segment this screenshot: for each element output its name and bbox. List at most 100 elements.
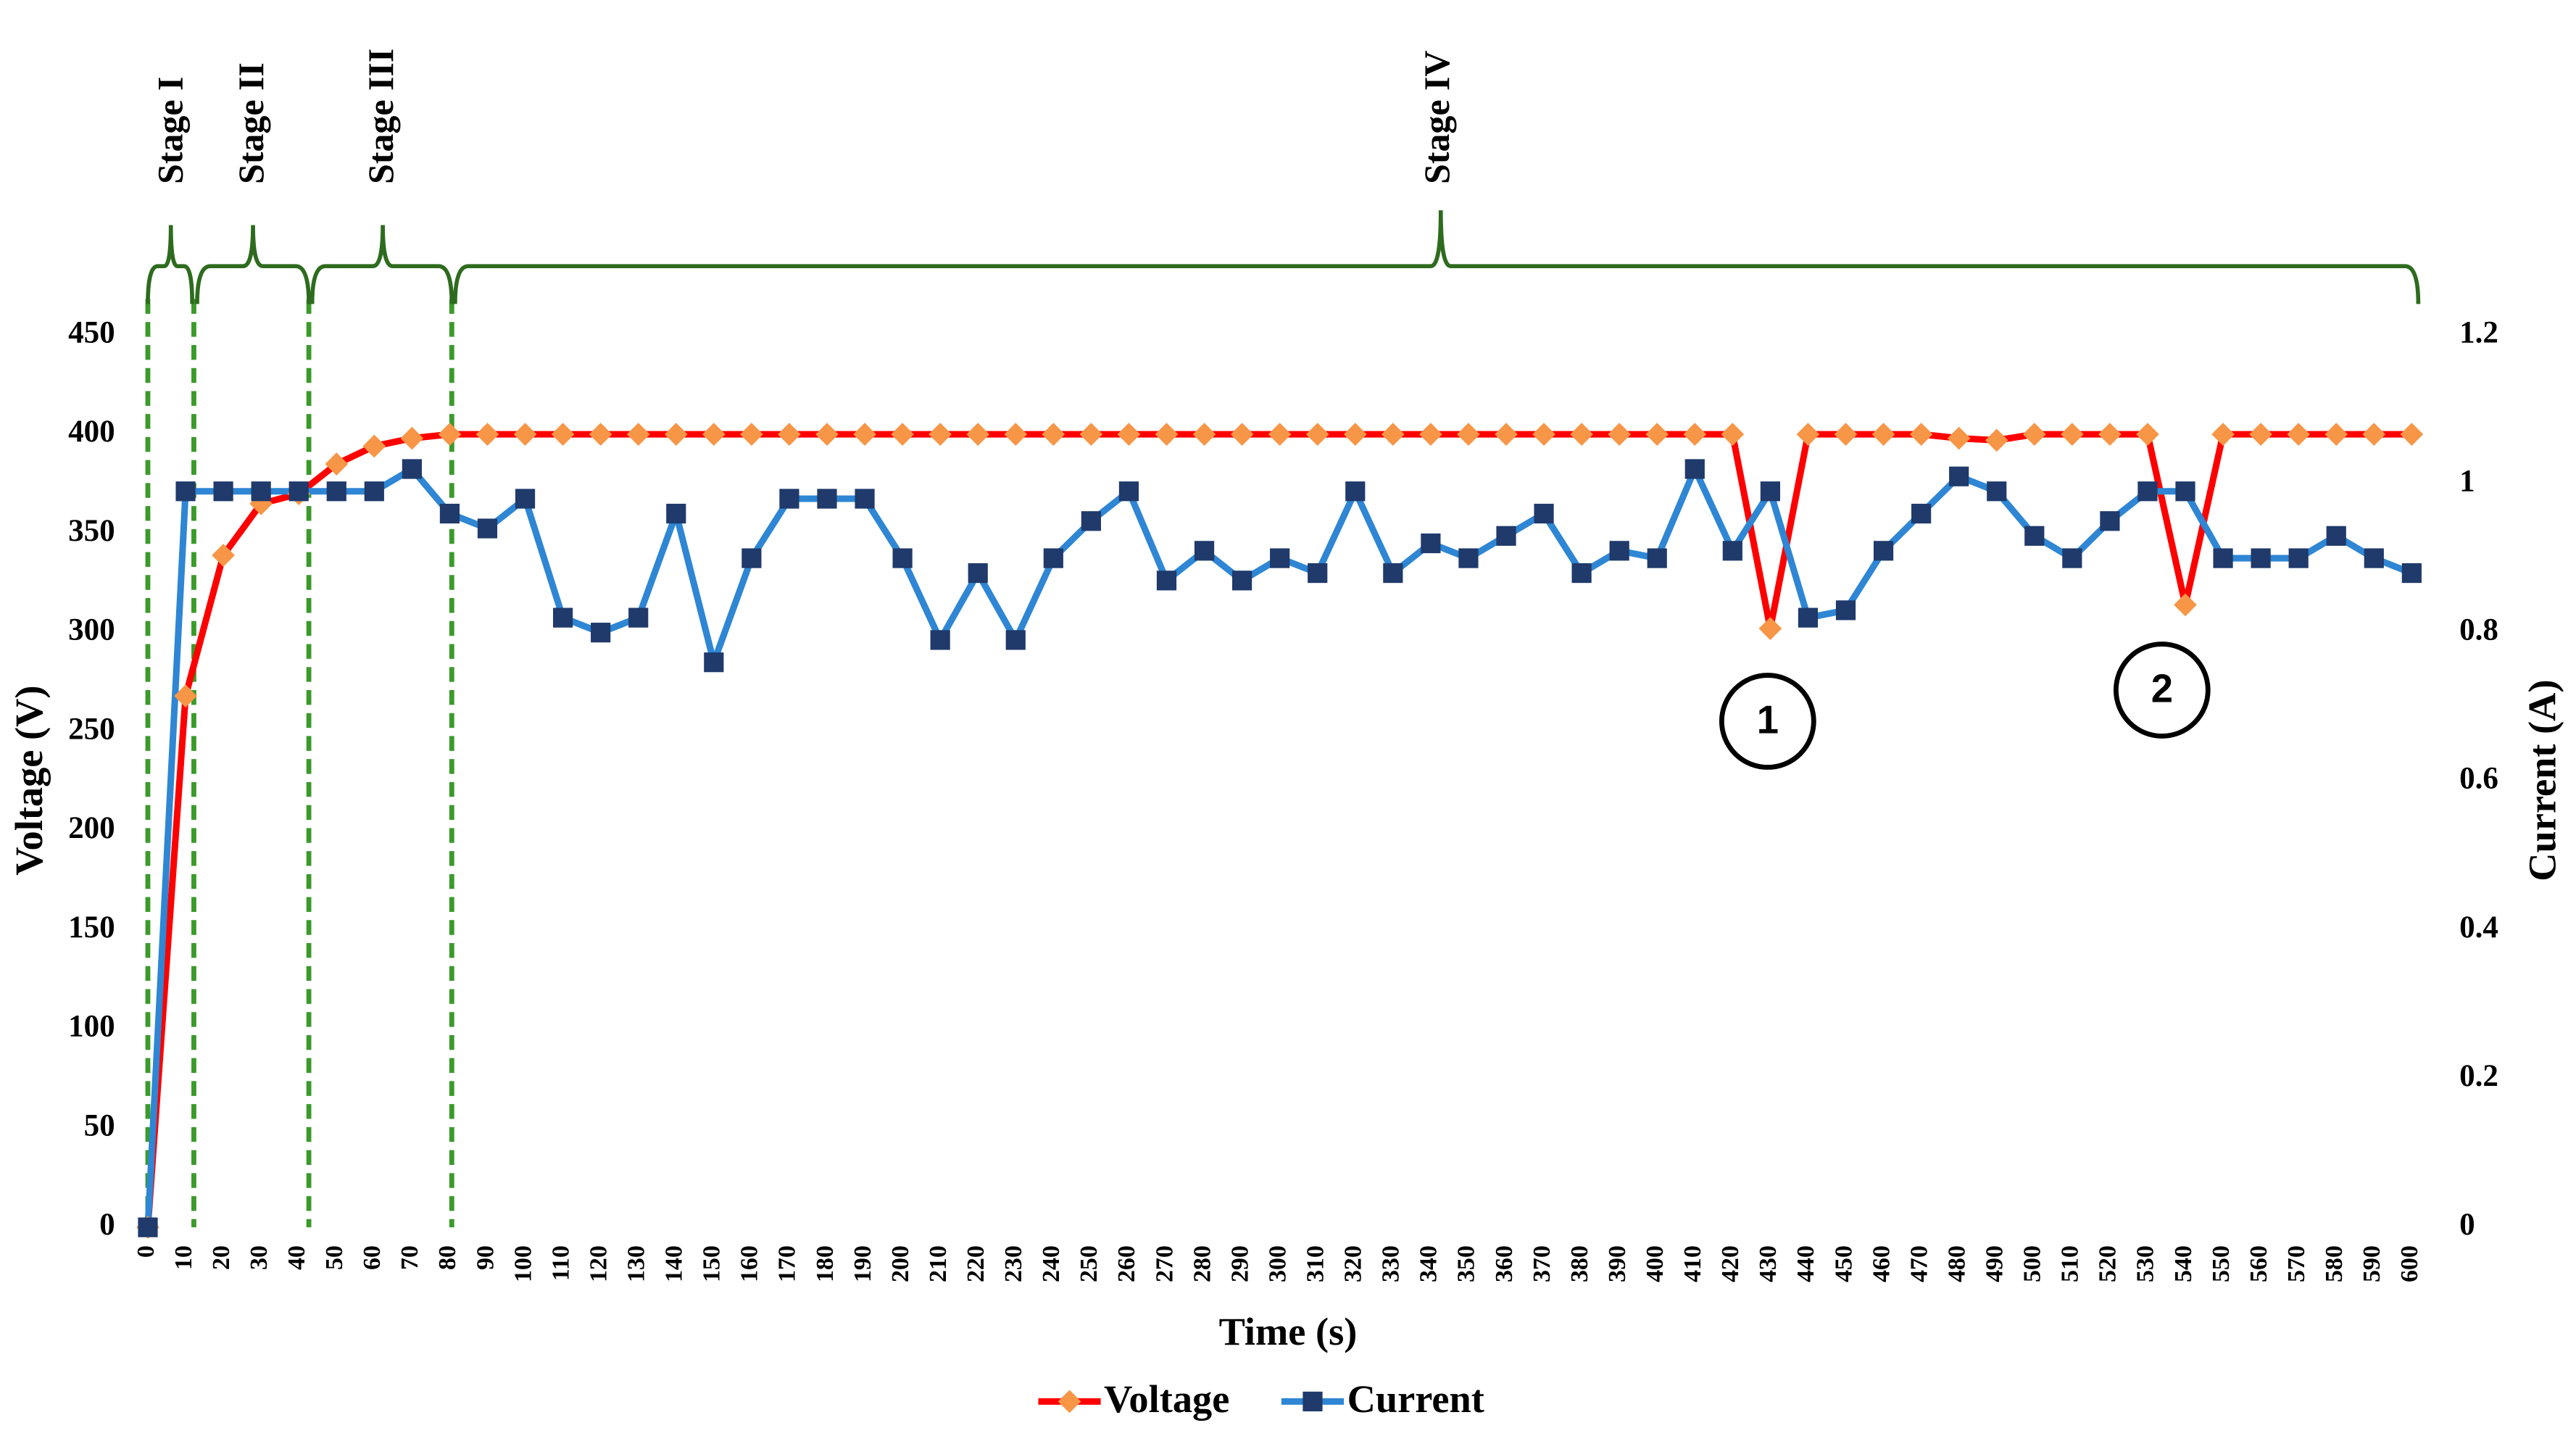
marker bbox=[475, 423, 499, 447]
marker bbox=[740, 423, 763, 447]
x-tick-label: 60 bbox=[359, 1245, 386, 1270]
marker bbox=[626, 423, 650, 447]
marker bbox=[1457, 423, 1480, 447]
marker bbox=[1647, 548, 1667, 568]
x-tick-label: 480 bbox=[1943, 1245, 1970, 1282]
marker bbox=[1835, 600, 1856, 621]
marker bbox=[212, 544, 235, 567]
marker bbox=[1042, 423, 1065, 447]
x-tick-label: 20 bbox=[208, 1245, 235, 1270]
x-tick-label: 350 bbox=[1453, 1245, 1480, 1282]
marker bbox=[2024, 526, 2045, 546]
marker bbox=[2213, 548, 2233, 568]
marker bbox=[1834, 423, 1858, 447]
x-tick-label: 460 bbox=[1868, 1245, 1895, 1282]
marker bbox=[2211, 423, 2235, 447]
annotation-circle bbox=[1719, 673, 1816, 770]
x-tick-label: 220 bbox=[963, 1245, 989, 1282]
stage-label: Stage IV bbox=[1417, 51, 1457, 184]
marker bbox=[1194, 541, 1215, 561]
x-tick-label: 250 bbox=[1076, 1245, 1102, 1282]
marker bbox=[591, 623, 611, 643]
x-tick-label: 390 bbox=[1604, 1245, 1631, 1282]
x-tick-label: 210 bbox=[925, 1245, 952, 1282]
marker bbox=[1534, 503, 1554, 524]
x-tick-label: 240 bbox=[1038, 1245, 1065, 1282]
marker bbox=[1495, 423, 1518, 447]
marker bbox=[325, 452, 349, 476]
x-tick-label: 90 bbox=[472, 1245, 499, 1270]
marker bbox=[1230, 423, 1254, 447]
x-tick-label: 470 bbox=[1906, 1245, 1932, 1282]
x-axis-title: Time (s) bbox=[1219, 1310, 1358, 1353]
y-tick-label: 200 bbox=[68, 811, 115, 845]
marker bbox=[175, 481, 196, 502]
marker bbox=[1155, 423, 1179, 447]
y2-tick-label: 0.4 bbox=[2459, 910, 2498, 945]
marker bbox=[326, 481, 346, 502]
marker bbox=[1760, 481, 1780, 502]
y-tick-label: 350 bbox=[68, 514, 115, 548]
marker bbox=[2098, 423, 2122, 447]
marker bbox=[1268, 423, 1292, 447]
marker bbox=[1645, 423, 1669, 447]
marker bbox=[815, 423, 839, 447]
marker bbox=[439, 503, 460, 524]
marker bbox=[817, 489, 837, 509]
stage-braces bbox=[146, 210, 2421, 304]
legend-label: Voltage bbox=[1104, 1377, 1229, 1421]
marker bbox=[1079, 423, 1103, 447]
x-tick-label: 130 bbox=[623, 1245, 650, 1282]
x-tick-label: 410 bbox=[1679, 1245, 1706, 1282]
x-tick-label: 200 bbox=[887, 1245, 914, 1282]
marker bbox=[1232, 570, 1252, 591]
x-tick-label: 40 bbox=[283, 1245, 310, 1270]
x-tick-label: 150 bbox=[699, 1245, 726, 1282]
x-tick-label: 180 bbox=[812, 1245, 839, 1282]
marker bbox=[1985, 428, 2008, 452]
marker bbox=[1081, 511, 1101, 531]
y2-tick-label: 0 bbox=[2459, 1208, 2475, 1242]
stage-labels: Stage I Stage II Stage III Stage IV bbox=[151, 49, 1458, 184]
y-axis-title: Voltage (V) bbox=[7, 685, 51, 875]
stage-label: Stage II bbox=[231, 62, 271, 184]
stage-brace bbox=[195, 225, 311, 304]
x-tick-label: 370 bbox=[1529, 1245, 1555, 1282]
y2-axis-title: Current (A) bbox=[2521, 679, 2564, 881]
marker bbox=[1305, 423, 1329, 447]
marker bbox=[1118, 481, 1139, 502]
marker bbox=[1343, 423, 1367, 447]
marker bbox=[1308, 563, 1328, 584]
y-tick-label: 250 bbox=[68, 712, 115, 746]
x-tick-label: 140 bbox=[661, 1245, 688, 1282]
marker bbox=[2136, 423, 2159, 447]
marker bbox=[2324, 423, 2348, 447]
marker bbox=[1419, 423, 1442, 447]
y2-tick-label: 1.2 bbox=[2459, 315, 2498, 349]
marker bbox=[1570, 423, 1593, 447]
marker bbox=[1796, 423, 1820, 447]
marker bbox=[2175, 481, 2195, 502]
x-tick-label: 320 bbox=[1340, 1245, 1367, 1282]
y-tick-label: 400 bbox=[68, 415, 115, 449]
marker bbox=[213, 481, 233, 502]
x-tick-label: 400 bbox=[1642, 1245, 1669, 1282]
marker bbox=[778, 423, 801, 447]
marker bbox=[1609, 541, 1629, 561]
marker bbox=[1909, 423, 1933, 447]
marker bbox=[400, 426, 424, 450]
marker bbox=[2362, 423, 2386, 447]
y-tick-label: 450 bbox=[68, 315, 115, 349]
x-tick-label: 10 bbox=[170, 1245, 197, 1270]
y2-tick-label: 0.2 bbox=[2459, 1059, 2498, 1093]
x-tick-label: 600 bbox=[2396, 1245, 2423, 1282]
marker bbox=[891, 423, 914, 447]
annotation: 2 bbox=[2151, 667, 2173, 711]
marker bbox=[702, 423, 726, 447]
marker bbox=[855, 489, 875, 509]
series-line bbox=[144, 465, 2414, 1228]
legend-marker bbox=[1058, 1390, 1081, 1414]
marker bbox=[1043, 548, 1063, 568]
marker bbox=[1381, 423, 1405, 447]
marker bbox=[2137, 481, 2158, 502]
